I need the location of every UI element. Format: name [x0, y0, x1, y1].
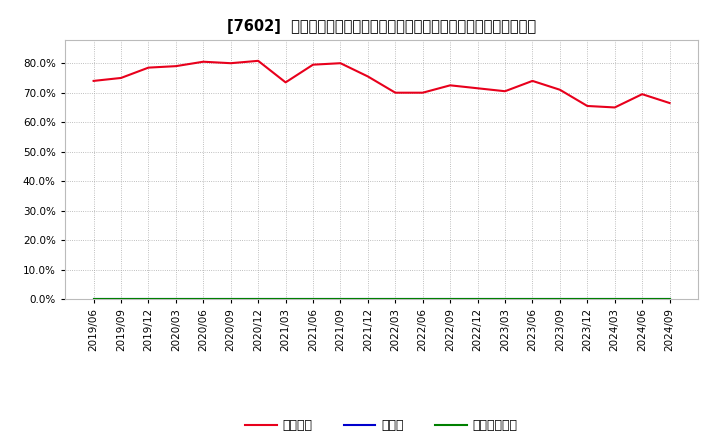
自己資本 [89, 78, 98, 84]
自己資本 [254, 58, 263, 63]
のれん [665, 297, 674, 302]
自己資本 [638, 92, 647, 97]
のれん [254, 297, 263, 302]
繰延税金資産 [500, 297, 509, 302]
のれん [364, 297, 372, 302]
繰延税金資産 [391, 297, 400, 302]
のれん [418, 297, 427, 302]
繰延税金資産 [117, 297, 125, 302]
のれん [583, 297, 592, 302]
繰延税金資産 [418, 297, 427, 302]
自己資本 [583, 103, 592, 109]
繰延税金資産 [665, 297, 674, 302]
自己資本 [500, 88, 509, 94]
自己資本 [144, 65, 153, 70]
繰延税金資産 [556, 297, 564, 302]
自己資本 [391, 90, 400, 95]
のれん [199, 297, 207, 302]
自己資本 [665, 100, 674, 106]
のれん [638, 297, 647, 302]
自己資本 [446, 83, 454, 88]
繰延税金資産 [199, 297, 207, 302]
自己資本 [199, 59, 207, 64]
繰延税金資産 [309, 297, 318, 302]
のれん [117, 297, 125, 302]
Title: [7602]  自己資本、のれん、繰延税金資産の総資産に対する比率の推移: [7602] 自己資本、のれん、繰延税金資産の総資産に対する比率の推移 [227, 19, 536, 34]
自己資本 [528, 78, 537, 84]
のれん [528, 297, 537, 302]
繰延税金資産 [528, 297, 537, 302]
のれん [144, 297, 153, 302]
繰延税金資産 [336, 297, 345, 302]
繰延税金資産 [282, 297, 290, 302]
繰延税金資産 [144, 297, 153, 302]
のれん [89, 297, 98, 302]
自己資本 [418, 90, 427, 95]
のれん [556, 297, 564, 302]
のれん [309, 297, 318, 302]
繰延税金資産 [611, 297, 619, 302]
のれん [226, 297, 235, 302]
のれん [391, 297, 400, 302]
のれん [500, 297, 509, 302]
自己資本 [364, 74, 372, 79]
Legend: 自己資本, のれん, 繰延税金資産: 自己資本, のれん, 繰延税金資産 [240, 414, 523, 437]
のれん [446, 297, 454, 302]
自己資本 [336, 61, 345, 66]
Line: 自己資本: 自己資本 [94, 61, 670, 107]
自己資本 [226, 61, 235, 66]
自己資本 [117, 75, 125, 81]
のれん [611, 297, 619, 302]
のれん [171, 297, 180, 302]
繰延税金資産 [473, 297, 482, 302]
自己資本 [171, 63, 180, 69]
繰延税金資産 [364, 297, 372, 302]
繰延税金資産 [89, 297, 98, 302]
のれん [473, 297, 482, 302]
自己資本 [556, 87, 564, 92]
繰延税金資産 [226, 297, 235, 302]
繰延税金資産 [254, 297, 263, 302]
のれん [336, 297, 345, 302]
繰延税金資産 [171, 297, 180, 302]
自己資本 [282, 80, 290, 85]
繰延税金資産 [446, 297, 454, 302]
自己資本 [473, 86, 482, 91]
のれん [282, 297, 290, 302]
繰延税金資産 [583, 297, 592, 302]
繰延税金資産 [638, 297, 647, 302]
自己資本 [611, 105, 619, 110]
自己資本 [309, 62, 318, 67]
